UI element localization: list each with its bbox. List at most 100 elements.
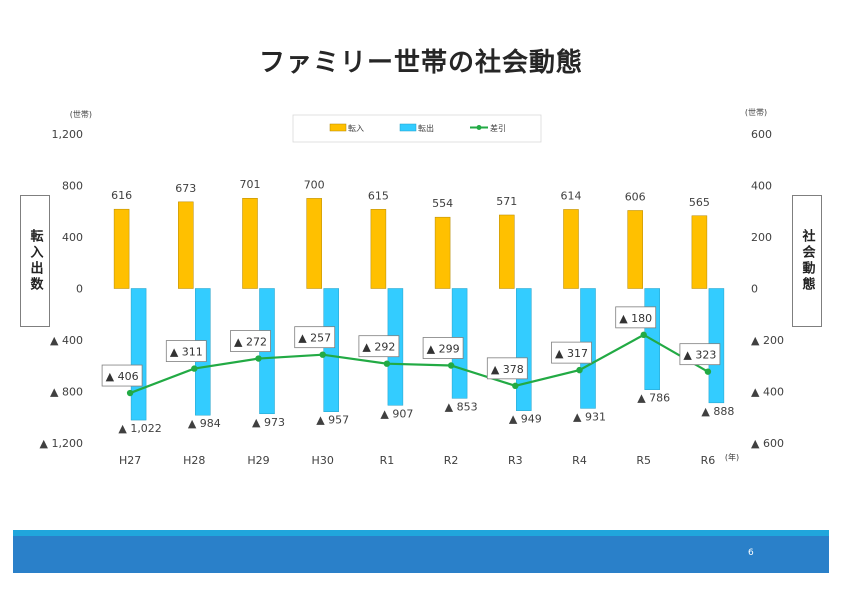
net-value-label: ▲ 257 [298,332,331,345]
net-value-label: ▲ 311 [170,346,203,359]
net-value-label: ▲ 180 [619,312,652,325]
out-value-label: ▲ 973 [252,416,285,429]
right-axis-label-box: 社会動態 [792,195,822,327]
legend-in-label: 転入 [348,124,364,133]
left-tick-label: ▲ 1,200 [40,437,83,450]
net-label-box [422,337,464,359]
net-label-box [294,326,336,349]
out-value-label: ▲ 907 [380,407,413,420]
in-value-label: 606 [625,190,646,203]
net-value-label: ▲ 292 [362,341,395,354]
net-label-box [679,343,721,366]
in-value-label: 571 [496,195,517,208]
out-bar [516,288,532,411]
out-value-label: ▲ 1,022 [118,422,161,435]
net-label-box [101,364,143,387]
x-tick-label: H29 [247,454,269,467]
out-value-label: ▲ 931 [573,410,606,423]
net-value-label: ▲ 272 [234,336,267,349]
out-value-label: ▲ 984 [188,417,221,430]
net-point [126,389,134,397]
in-bar [370,209,387,289]
in-value-label: 614 [561,189,582,202]
left-axis-label-box: 転入出数 [20,195,50,327]
legend-net-marker [476,125,482,130]
x-tick-label: R6 [701,454,716,467]
right-tick-label: ▲ 200 [751,334,784,347]
left-tick-label: 0 [76,283,83,296]
in-bar [434,216,451,289]
right-tick-label: ▲ 400 [751,386,784,399]
right-axis-label: 社会動態 [799,229,815,293]
out-bar [130,288,147,421]
left-tick-label: 1,200 [52,128,84,141]
net-label-box [615,306,657,329]
footer-stripe [13,530,829,536]
net-label-box [165,340,207,362]
in-bar [499,214,515,289]
in-bar [627,210,643,289]
out-value-label: ▲ 888 [701,405,734,418]
x-tick-label: R1 [380,454,395,467]
net-value-label: ▲ 378 [491,363,524,376]
right-axis-unit: (世帯) [745,107,767,117]
x-tick-label: R5 [636,454,651,467]
net-value-label: ▲ 406 [106,370,139,383]
left-tick-label: ▲ 800 [50,386,83,399]
out-value-label: ▲ 786 [637,392,670,405]
in-value-label: 700 [304,178,325,191]
in-value-label: 616 [111,189,132,202]
net-point [191,365,198,372]
right-tick-label: 200 [751,231,772,244]
net-point [576,366,583,374]
in-value-label: 701 [240,178,261,191]
left-tick-label: 400 [62,231,83,244]
x-tick-label: H28 [183,454,205,467]
in-bar [178,201,194,289]
right-tick-label: ▲ 600 [751,437,784,450]
in-bar [563,209,579,289]
in-bar [306,198,322,289]
left-axis-label: 転入出数 [27,229,43,293]
in-value-label: 615 [368,189,389,202]
net-label-box [230,330,271,352]
out-value-label: ▲ 949 [509,413,542,426]
net-line [129,333,709,395]
net-point [512,382,519,390]
x-tick-label: H27 [119,454,141,467]
net-point [447,362,455,369]
net-label-box [358,335,400,358]
net-value-label: ▲ 317 [555,347,588,360]
out-value-label: ▲ 853 [445,400,478,413]
x-axis-unit: (年) [725,452,739,462]
net-label-box [486,357,528,380]
page-number: 6 [748,548,754,558]
legend-out-swatch [399,123,417,132]
right-tick-label: 600 [751,128,772,141]
right-tick-label: 400 [751,180,772,193]
net-value-label: ▲ 299 [427,342,460,355]
in-value-label: 673 [175,182,196,195]
x-tick-label: R4 [572,454,587,467]
legend-in-swatch [329,123,347,132]
right-tick-label: 0 [751,283,758,296]
x-tick-label: R3 [508,454,523,467]
page-title: ファミリー世帯の社会動態 [258,48,583,78]
x-tick-label: R2 [444,454,459,467]
out-bar [323,288,339,412]
left-tick-label: 800 [62,180,83,193]
net-point [255,355,262,362]
footer-bar [13,530,829,573]
net-label-box [551,341,592,364]
net-value-label: ▲ 323 [683,349,716,362]
net-point [704,368,712,375]
left-axis-unit: (世帯) [70,109,92,119]
net-point [640,331,647,339]
net-point [319,351,326,358]
in-value-label: 554 [432,197,453,210]
left-tick-label: ▲ 400 [50,334,83,347]
net-point [383,360,391,367]
legend-out-label: 転出 [418,123,434,133]
in-bar [691,215,708,289]
